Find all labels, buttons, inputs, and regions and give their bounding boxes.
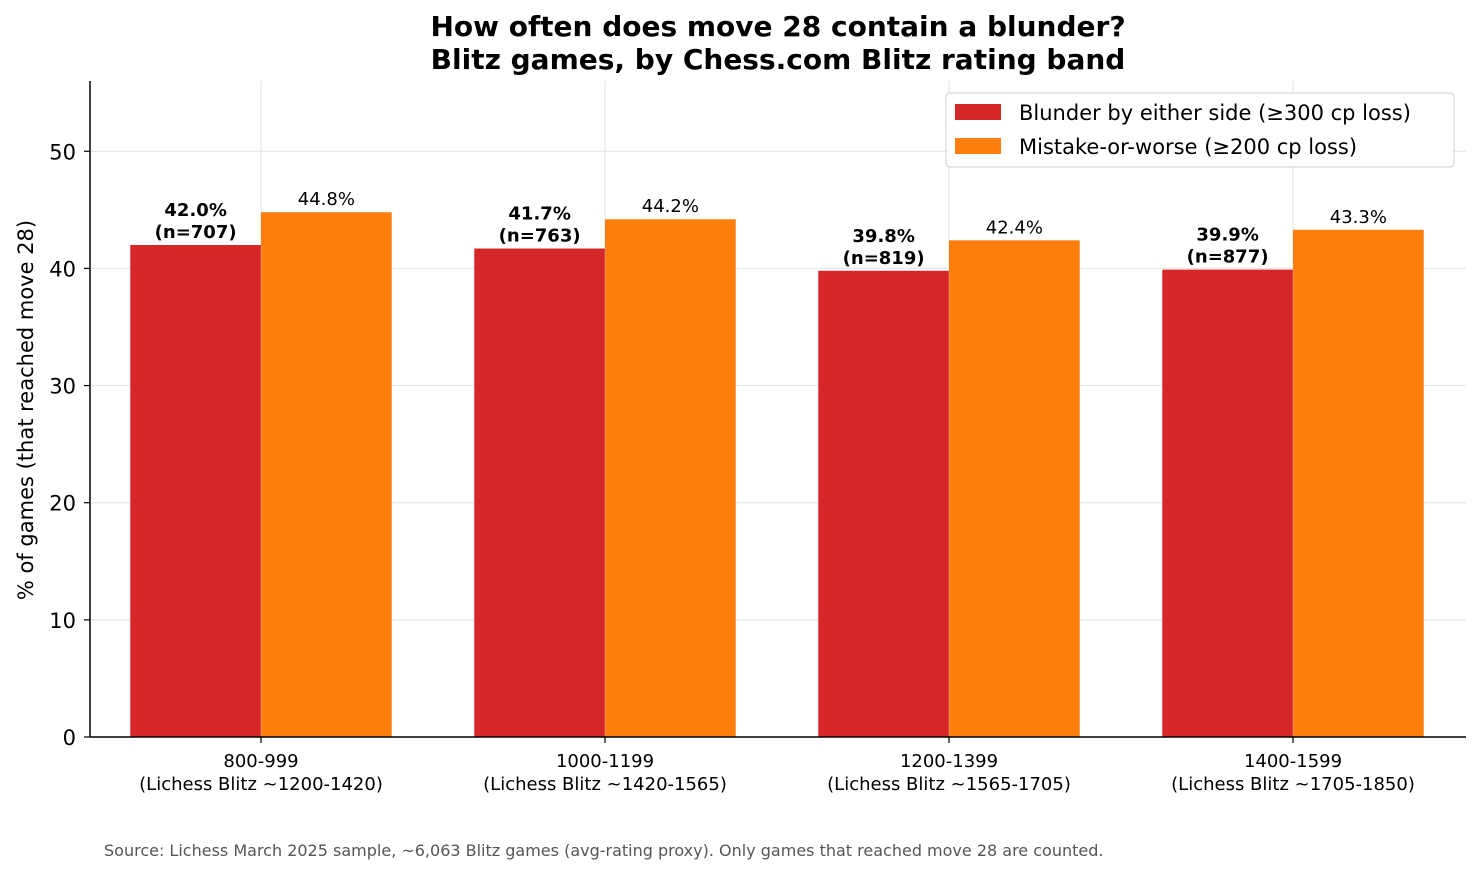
y-tick-label: 10 (49, 609, 76, 633)
bar-value-label: 39.8% (852, 226, 914, 247)
bars (130, 212, 1424, 738)
legend-label-mistake: Mistake-or-worse (≥200 cp loss) (1019, 135, 1357, 159)
bar-count-label: (n=707) (155, 222, 237, 243)
source-note: Source: Lichess March 2025 sample, ~6,06… (104, 841, 1103, 860)
bar-blunder (818, 270, 949, 737)
bar-blunder (130, 245, 261, 737)
x-category-label: 1200-1399 (900, 751, 998, 772)
axes (89, 81, 1466, 738)
x-category-sublabel: (Lichess Blitz ~1565-1705) (827, 774, 1071, 795)
y-tick-label: 0 (63, 726, 76, 750)
y-axis-label: % of games (that reached move 28) (14, 220, 38, 600)
bar-count-label: (n=877) (1187, 247, 1269, 268)
y-ticks: 0 10 20 30 40 50 (49, 140, 90, 750)
chart-subtitle: Blitz games, by Chess.com Blitz rating b… (431, 43, 1126, 76)
legend-frame (945, 92, 1455, 168)
bar-value-label: 39.9% (1196, 225, 1258, 246)
bar-value-label: 44.8% (298, 189, 355, 210)
x-categories: 800-999(Lichess Blitz ~1200-1420) 1000-11… (139, 737, 1415, 795)
x-category-sublabel: (Lichess Blitz ~1705-1850) (1171, 774, 1415, 795)
chart-title: How often does move 28 contain a blunder… (430, 10, 1125, 43)
bar-blunder (1162, 269, 1293, 737)
y-tick-label: 40 (49, 257, 76, 281)
bar-mistake (261, 212, 392, 737)
bar-count-label: (n=763) (499, 226, 581, 247)
y-tick-label: 30 (49, 375, 76, 399)
bar-mistake (1293, 229, 1424, 737)
x-category-label: 1000-1199 (556, 751, 654, 772)
bar-count-label: (n=819) (843, 248, 925, 269)
x-category-label: 1400-1599 (1244, 751, 1342, 772)
bar-mistake (605, 219, 736, 737)
legend-swatch-blunder (955, 104, 1001, 120)
bar-value-label: 41.7% (508, 204, 570, 225)
bar-value-label: 42.4% (986, 217, 1043, 238)
x-category-sublabel: (Lichess Blitz ~1200-1420) (139, 774, 383, 795)
legend: Blunder by either side (≥300 cp loss) Mi… (945, 92, 1455, 168)
bar-blunder (474, 248, 605, 737)
bar-value-label: 42.0% (164, 200, 226, 221)
legend-swatch-mistake (955, 138, 1001, 154)
bar-mistake (949, 240, 1080, 738)
y-tick-label: 20 (49, 492, 76, 516)
x-category-label: 800-999 (223, 751, 298, 772)
legend-label-blunder: Blunder by either side (≥300 cp loss) (1019, 101, 1411, 125)
bar-value-label: 43.3% (1330, 207, 1387, 228)
y-tick-label: 50 (49, 140, 76, 164)
bar-value-label: 44.2% (642, 196, 699, 217)
x-category-sublabel: (Lichess Blitz ~1420-1565) (483, 774, 727, 795)
bar-labels: 42.0%(n=707)44.8%41.7%(n=763)44.2%39.8%(… (155, 189, 1387, 269)
